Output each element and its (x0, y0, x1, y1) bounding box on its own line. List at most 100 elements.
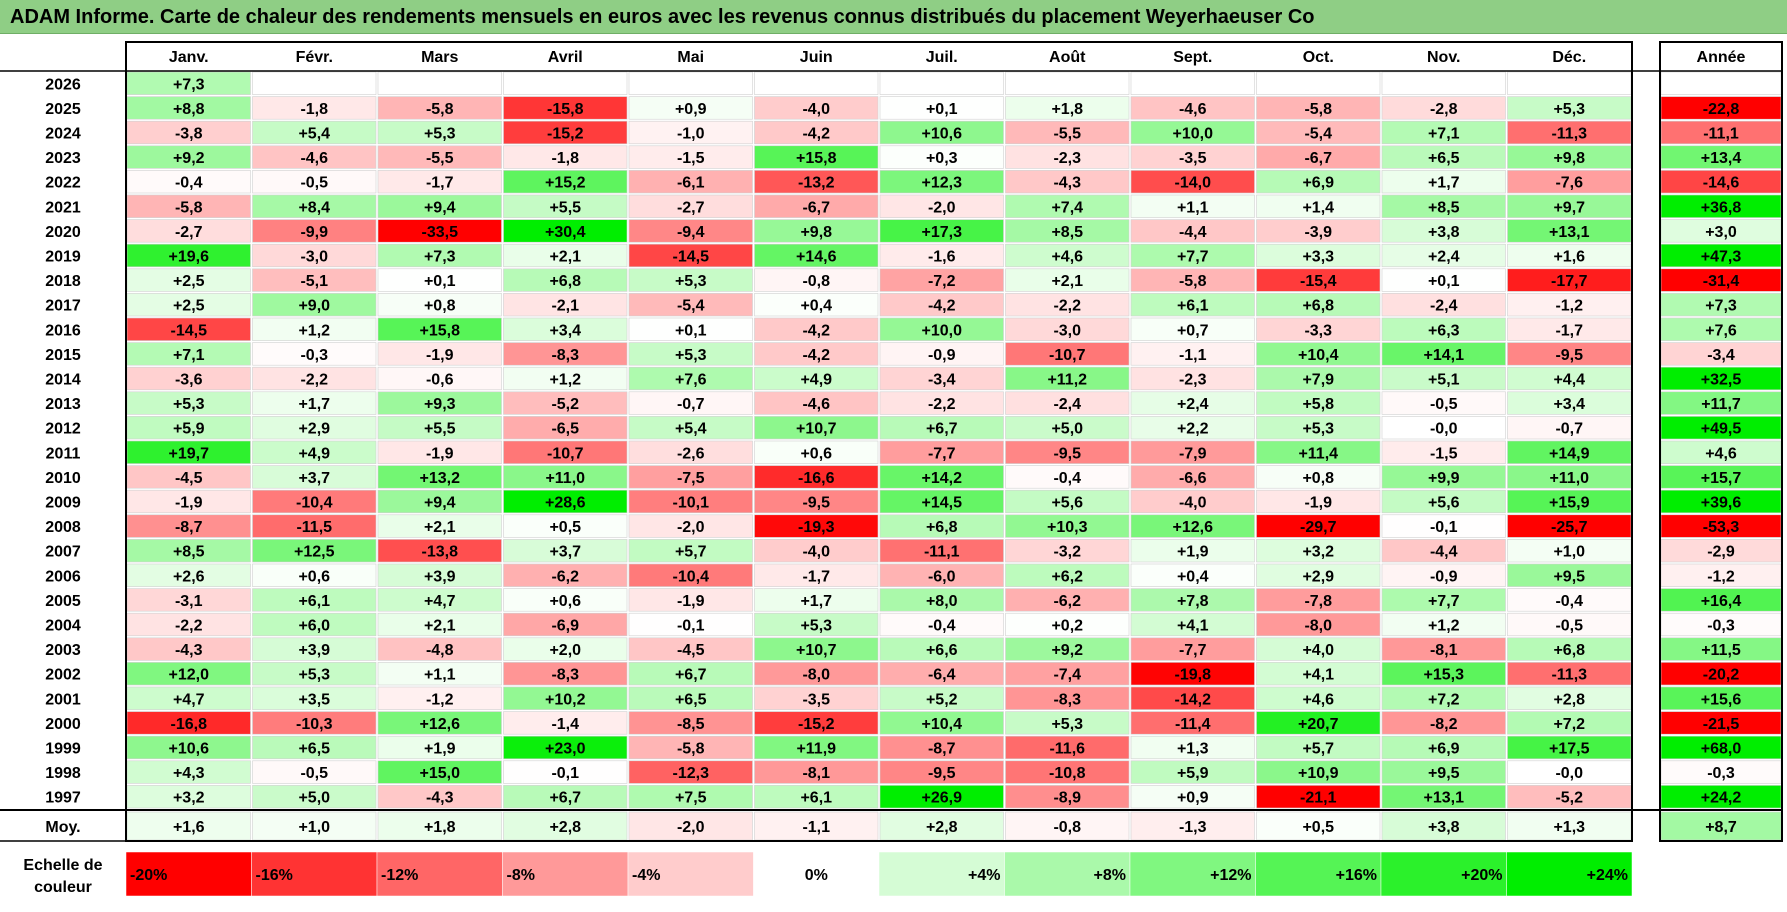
cell-value: +12,5 (294, 544, 335, 561)
heat-cell (377, 563, 502, 587)
cell-value: +2,2 (1177, 421, 1209, 438)
heat-cell (377, 489, 502, 514)
cell-value: +5,9 (173, 421, 205, 438)
heat-cell (377, 71, 502, 95)
annual-value: -53,3 (1703, 519, 1740, 536)
heat-cell (1130, 243, 1255, 268)
average-label: Moy. (45, 819, 80, 836)
heat-cell (1256, 71, 1381, 95)
cell-value: -6,7 (1304, 150, 1332, 167)
cell-value: +1,4 (1302, 199, 1334, 216)
cell-value: -9,5 (1053, 445, 1081, 462)
heat-cell (1130, 194, 1255, 218)
heat-cell (377, 711, 502, 735)
year-label: 2016 (45, 322, 81, 339)
heat-cell (1005, 293, 1130, 317)
heat-cell (1130, 342, 1255, 366)
heat-cell (377, 342, 502, 366)
cell-value: +1,1 (1177, 199, 1209, 216)
annual-value: +47,3 (1701, 249, 1742, 266)
cell-value: +0,3 (926, 150, 958, 167)
heat-cell (628, 194, 753, 218)
cell-value: +1,0 (1553, 544, 1585, 561)
heat-cell (377, 735, 502, 760)
heat-cell (628, 465, 753, 489)
heat-cell (252, 588, 377, 612)
cell-value: +6,7 (549, 790, 581, 807)
cell-value: +5,3 (424, 126, 456, 143)
cell-value: -5,2 (551, 396, 579, 413)
cell-value: -4,5 (175, 470, 203, 487)
heat-cell (377, 440, 502, 464)
cell-value: +9,7 (1553, 199, 1585, 216)
cell-value: +5,3 (675, 347, 707, 364)
heat-cell (1381, 785, 1506, 809)
cell-value: -5,2 (1555, 790, 1583, 807)
heat-cell (503, 711, 628, 735)
heat-cell (503, 342, 628, 366)
cell-value: -4,6 (300, 150, 328, 167)
heat-cell (1005, 120, 1130, 145)
cell-value: -0,5 (300, 765, 328, 782)
heat-cell (754, 391, 879, 415)
cell-value: +5,3 (675, 273, 707, 290)
heat-cell (754, 145, 879, 169)
heat-cell (503, 243, 628, 268)
heat-cell (252, 489, 377, 514)
cell-value: -3,6 (175, 372, 203, 389)
cell-value: +9,9 (1428, 470, 1460, 487)
average-cell (1507, 811, 1632, 841)
heat-cell (1381, 637, 1506, 661)
months-frame (125, 41, 1633, 842)
heat-cell (879, 194, 1004, 218)
cell-value: +2,1 (424, 519, 456, 536)
heat-cell (1256, 391, 1381, 415)
heat-cell (754, 465, 879, 489)
heat-cell (1256, 563, 1381, 587)
heat-cell (1256, 120, 1381, 145)
cell-value: +5,3 (298, 667, 330, 684)
heat-cell (503, 588, 628, 612)
heat-cell (1130, 760, 1255, 784)
cell-value: -25,7 (1551, 519, 1588, 536)
color-scale-tick: -12% (381, 867, 418, 884)
cell-value: +1,7 (800, 593, 832, 610)
cell-value: +0,4 (800, 298, 832, 315)
heat-cell (377, 785, 502, 809)
heat-cell (503, 170, 628, 194)
cell-value: +0,1 (1428, 273, 1460, 290)
heat-cell (503, 735, 628, 760)
cell-value: -4,8 (426, 642, 454, 659)
annual-value: +39,6 (1701, 495, 1742, 512)
heat-cell (252, 366, 377, 391)
heat-cell (1130, 317, 1255, 341)
heat-cell (879, 637, 1004, 661)
cell-value: +6,7 (926, 421, 958, 438)
cell-value: -15,8 (547, 101, 584, 118)
cell-value: +7,3 (173, 76, 205, 93)
cell-value: -4,3 (426, 790, 454, 807)
cell-value: +6,8 (549, 273, 581, 290)
cell-value: -4,3 (175, 642, 203, 659)
cell-value: +19,7 (169, 445, 210, 462)
cell-value: -1,2 (1555, 298, 1583, 315)
cell-value: -6,5 (551, 421, 579, 438)
average-cell (377, 811, 502, 841)
cell-value: -0,5 (1430, 396, 1458, 413)
cell-value: -1,1 (1179, 347, 1207, 364)
color-scale-swatch (1506, 851, 1633, 897)
cell-value: -14,5 (673, 249, 710, 266)
cell-value: +26,9 (922, 790, 963, 807)
heat-cell (377, 391, 502, 415)
cell-value: +1,1 (424, 667, 456, 684)
annual-value: -11,1 (1703, 126, 1739, 143)
cell-value: -5,8 (1304, 101, 1332, 118)
heat-cell (1005, 416, 1130, 440)
annual-value: +24,2 (1701, 790, 1742, 807)
cell-value: +5,0 (298, 790, 330, 807)
cell-value: -2,0 (928, 199, 956, 216)
cell-value: +30,4 (545, 224, 586, 241)
average-value: -1,1 (802, 819, 830, 836)
annual-value: +32,5 (1701, 372, 1742, 389)
cell-value: -6,0 (928, 568, 956, 585)
